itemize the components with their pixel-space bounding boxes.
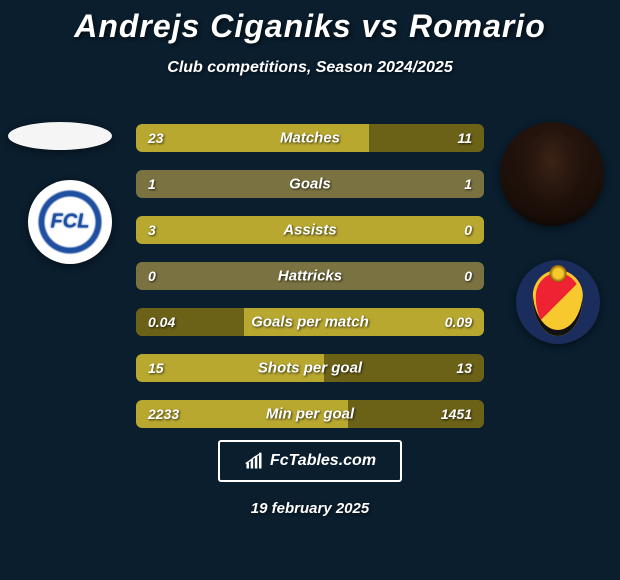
stat-label: Goals <box>289 176 331 193</box>
stat-label: Assists <box>283 222 336 239</box>
stat-row: 0.04 0.09 Goals per match <box>136 308 484 336</box>
player-left-avatar <box>8 122 112 150</box>
stat-row: 1 1 Goals <box>136 170 484 198</box>
stat-row: 23 11 Matches <box>136 124 484 152</box>
stat-value-left: 23 <box>148 130 164 146</box>
stat-value-right: 0 <box>464 222 472 238</box>
club-logo-right <box>516 260 600 344</box>
stat-value-left: 0 <box>148 268 156 284</box>
stat-label: Min per goal <box>266 406 354 423</box>
brand-chart-icon <box>244 451 264 471</box>
date-text: 19 february 2025 <box>251 500 369 517</box>
stat-value-left: 15 <box>148 360 164 376</box>
brand-box: FcTables.com <box>218 440 402 482</box>
stat-label: Hattricks <box>278 268 342 285</box>
player-right-avatar <box>500 122 604 226</box>
stat-value-right: 13 <box>456 360 472 376</box>
stat-value-left: 1 <box>148 176 156 192</box>
stat-row: 0 0 Hattricks <box>136 262 484 290</box>
stat-bar-left <box>136 170 310 198</box>
subtitle: Club competitions, Season 2024/2025 <box>0 59 620 77</box>
page-title: Andrejs Ciganiks vs Romario <box>0 0 620 45</box>
club-logo-left <box>28 180 112 264</box>
stat-value-left: 0.04 <box>148 314 175 330</box>
stat-value-right: 11 <box>457 130 472 146</box>
stat-row: 2233 1451 Min per goal <box>136 400 484 428</box>
stat-value-left: 3 <box>148 222 156 238</box>
stat-value-right: 0 <box>464 268 472 284</box>
stat-value-right: 1451 <box>441 406 472 422</box>
brand-text: FcTables.com <box>270 452 376 470</box>
stat-label: Shots per goal <box>258 360 362 377</box>
stats-area: 2311Matches11Goals30Assists00Hattricks0.… <box>136 124 484 446</box>
stat-value-right: 1 <box>464 176 472 192</box>
stat-value-right: 0.09 <box>445 314 472 330</box>
stat-row: 15 13 Shots per goal <box>136 354 484 382</box>
stat-value-left: 2233 <box>148 406 179 422</box>
stat-row: 3 0 Assists <box>136 216 484 244</box>
stat-label: Goals per match <box>251 314 369 331</box>
stat-label: Matches <box>280 130 340 147</box>
stat-bar-right <box>310 170 484 198</box>
